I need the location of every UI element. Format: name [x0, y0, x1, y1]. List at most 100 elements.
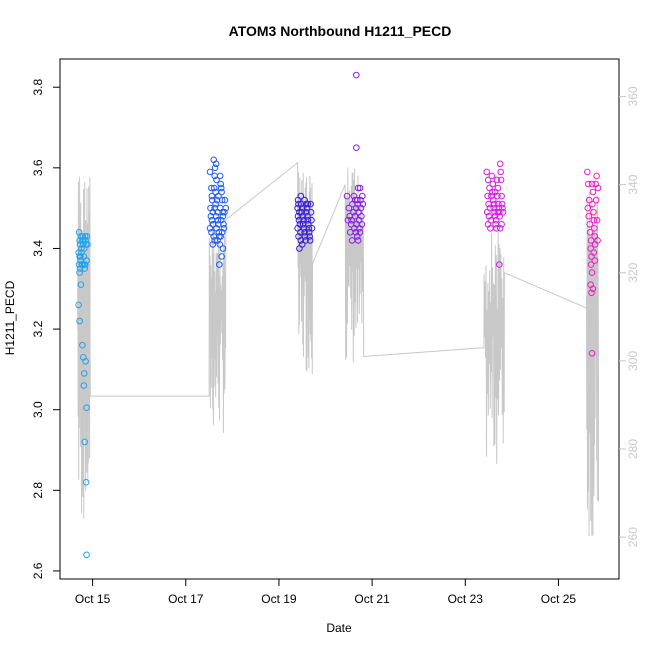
- data-point: [82, 237, 89, 244]
- data-point: [359, 192, 366, 200]
- data-point: [590, 208, 597, 216]
- data-point: [592, 196, 600, 204]
- data-point: [497, 176, 505, 184]
- data-point: [80, 245, 88, 252]
- data-point: [80, 370, 88, 377]
- data-point: [498, 192, 505, 200]
- data-point: [491, 188, 499, 196]
- data-point: [496, 261, 503, 268]
- data-point: [305, 225, 313, 232]
- data-point: [206, 168, 214, 176]
- data-point: [213, 176, 220, 184]
- data-point: [356, 184, 364, 192]
- data-point: [217, 233, 224, 240]
- data-point: [354, 237, 362, 244]
- data-point: [351, 212, 359, 220]
- data-point: [83, 257, 90, 264]
- data-point: [78, 245, 85, 252]
- data-point: [353, 144, 360, 151]
- data-point: [301, 196, 308, 204]
- data-point: [359, 200, 367, 208]
- data-point: [221, 196, 229, 204]
- data-point: [214, 216, 222, 224]
- data-point: [304, 200, 312, 208]
- data-point: [294, 212, 302, 220]
- data-point: [208, 192, 216, 200]
- data-point: [211, 172, 218, 180]
- data-point: [76, 269, 83, 276]
- data-point: [299, 221, 307, 228]
- data-point: [584, 168, 591, 176]
- overlay-layer: [77, 161, 599, 537]
- y2-tick-label: 300: [626, 351, 640, 371]
- data-point: [353, 196, 361, 204]
- data-point: [354, 184, 362, 192]
- data-point: [222, 204, 230, 212]
- data-point: [488, 192, 495, 200]
- data-point: [220, 221, 227, 228]
- data-point: [498, 200, 506, 208]
- y-tick-label: 2.8: [31, 482, 45, 499]
- data-point: [498, 221, 505, 228]
- y-axis-right: 260 280 300 320 340 360: [619, 86, 640, 547]
- x-tick-label: Oct 19: [261, 592, 297, 606]
- data-point: [356, 229, 364, 236]
- y2-tick-label: 320: [626, 262, 640, 282]
- data-point: [297, 229, 304, 236]
- data-point: [302, 200, 310, 208]
- data-point: [497, 168, 505, 176]
- data-point: [305, 221, 312, 228]
- data-point: [209, 241, 217, 248]
- data-point: [588, 269, 596, 276]
- data-point: [300, 216, 307, 224]
- data-point: [591, 257, 599, 264]
- data-point: [79, 261, 86, 268]
- data-point: [343, 192, 351, 200]
- x-axis-label: Date: [326, 621, 352, 635]
- data-point: [219, 212, 227, 220]
- data-point: [588, 289, 595, 297]
- data-point: [306, 233, 314, 240]
- data-point: [489, 188, 496, 196]
- data-point: [306, 237, 314, 244]
- data-point: [588, 350, 596, 357]
- data-point: [80, 382, 88, 389]
- data-point: [298, 241, 306, 248]
- data-point: [216, 172, 224, 180]
- data-point: [483, 208, 491, 216]
- chart-title: ATOM3 Northbound H1211_PECD: [229, 23, 452, 39]
- x-tick-label: Oct 25: [541, 592, 577, 606]
- data-point: [495, 204, 503, 212]
- data-point: [586, 221, 594, 228]
- data-point: [495, 200, 502, 208]
- data-point: [589, 200, 596, 208]
- data-point: [358, 221, 366, 228]
- data-point: [219, 245, 227, 252]
- data-point: [493, 225, 500, 232]
- data-point: [353, 71, 360, 79]
- data-point: [301, 229, 308, 236]
- data-point: [297, 237, 305, 244]
- data-point: [81, 261, 89, 268]
- data-point: [587, 237, 595, 244]
- data-point: [81, 438, 88, 446]
- data-point: [295, 216, 303, 224]
- data-point: [496, 212, 504, 220]
- data-point: [221, 208, 228, 216]
- data-point: [590, 249, 598, 256]
- data-point: [489, 180, 497, 188]
- data-point: [209, 208, 217, 216]
- data-point: [492, 221, 499, 228]
- data-point: [211, 164, 219, 172]
- x-tick-label: Oct 17: [168, 592, 204, 606]
- data-point: [350, 192, 358, 200]
- data-point: [76, 317, 83, 325]
- data-point: [357, 204, 365, 212]
- data-point: [212, 212, 220, 220]
- data-point: [82, 479, 90, 486]
- points-layer: [75, 71, 602, 559]
- data-point: [587, 261, 595, 268]
- data-point: [496, 225, 504, 232]
- data-point: [590, 216, 598, 224]
